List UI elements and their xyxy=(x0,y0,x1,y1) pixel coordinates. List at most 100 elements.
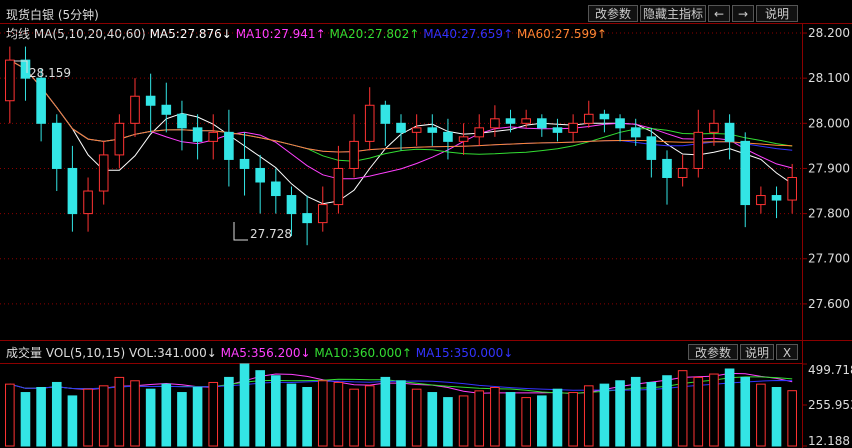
candle-body xyxy=(208,131,219,142)
volume-legend: 成交量 VOL(5,10,15) VOL:341.000↓ MA5:356.20… xyxy=(6,344,513,361)
vol-help-button[interactable]: 说明 xyxy=(740,344,774,360)
arrow-left-button[interactable]: ← xyxy=(708,5,730,22)
volume-bar xyxy=(224,376,234,447)
price-tick-label: 27.700 xyxy=(808,252,850,266)
chart-frame xyxy=(0,23,852,448)
volume-bars xyxy=(5,363,797,447)
candle-body xyxy=(740,140,751,206)
candle-body xyxy=(83,190,93,215)
candle-body xyxy=(286,195,297,215)
low-annotation: 27.728 xyxy=(233,222,292,241)
candle-body xyxy=(130,95,140,124)
candle-body xyxy=(411,127,422,133)
candle-body xyxy=(5,59,15,102)
volume-bar xyxy=(474,390,485,447)
volume-bar xyxy=(662,375,672,447)
candle-body xyxy=(36,77,46,124)
candle-body xyxy=(380,104,391,124)
vol-change-params-button[interactable]: 改参数 xyxy=(688,344,738,360)
volume-bar xyxy=(521,397,531,447)
price-tick-label: 27.800 xyxy=(808,207,850,221)
volume-legend-label: 成交量 xyxy=(6,346,43,360)
volume-bar xyxy=(677,370,688,447)
volume-bar xyxy=(98,385,109,447)
candle-body xyxy=(724,122,735,142)
high-annotation: 28.159 xyxy=(14,60,71,80)
volume-bar xyxy=(411,388,422,447)
candle-body xyxy=(302,213,312,224)
candle-body xyxy=(20,59,31,79)
candle-body xyxy=(114,122,125,156)
volume-bar xyxy=(505,392,516,447)
candle-body xyxy=(67,167,78,215)
volume-bar xyxy=(317,380,328,447)
volume-bar xyxy=(615,380,625,447)
help-button[interactable]: 说明 xyxy=(756,5,798,22)
candle-body xyxy=(599,113,610,120)
volume-bar xyxy=(161,383,172,447)
vol-close-button[interactable]: X xyxy=(776,344,798,360)
volume-bar xyxy=(583,385,594,447)
vol-ma15-value: MA15:350.000↓ xyxy=(415,346,514,360)
volume-bar xyxy=(36,386,46,447)
volume-bar xyxy=(771,386,782,447)
ma10-value: MA10:27.941↑ xyxy=(235,27,326,41)
volume-bar xyxy=(302,386,312,447)
candle-body xyxy=(709,122,719,133)
candle-body xyxy=(458,136,469,142)
volume-bar xyxy=(458,395,469,447)
candles xyxy=(5,46,797,246)
change-params-button[interactable]: 改参数 xyxy=(588,5,638,22)
volume-bar xyxy=(51,381,62,447)
candle-body xyxy=(271,181,281,197)
candle-body xyxy=(192,127,203,142)
ma-legend-spec: MA(5,10,20,40,60) xyxy=(33,27,146,41)
volume-bar xyxy=(67,395,78,447)
volume-tick-label: 12.188 xyxy=(808,434,850,448)
volume-bar xyxy=(756,383,766,447)
volume-bar xyxy=(286,383,297,447)
volume-bar xyxy=(568,392,578,447)
volume-tick-label: 255.953 xyxy=(808,398,852,412)
candle-body xyxy=(490,118,500,129)
candle-body xyxy=(317,204,328,224)
volume-bar xyxy=(490,386,500,447)
candle-body xyxy=(615,118,625,129)
volume-bar xyxy=(537,395,547,447)
volume-bar xyxy=(208,381,219,447)
volume-bar xyxy=(255,370,265,447)
candle-body xyxy=(224,131,234,160)
volume-legend-spec: VOL(5,10,15) xyxy=(45,346,126,360)
price-tick-label: 27.900 xyxy=(808,161,850,175)
volume-bar xyxy=(427,392,438,447)
ma40-value: MA40:27.659↑ xyxy=(423,27,514,41)
low-label: 27.728 xyxy=(250,227,292,241)
volume-bar xyxy=(130,380,140,447)
candle-body xyxy=(568,122,578,133)
arrow-right-button[interactable]: → xyxy=(732,5,754,22)
candle-body xyxy=(349,140,359,169)
volume-bar xyxy=(20,392,31,447)
volume-bar xyxy=(646,381,657,447)
candle-body xyxy=(646,136,657,160)
price-tick-label: 28.200 xyxy=(808,26,850,40)
candle-body xyxy=(396,122,406,133)
candle-body xyxy=(521,118,531,124)
candle-body xyxy=(787,176,797,201)
volume-bar xyxy=(349,388,359,447)
volume-axis: 499.718 255.953 12.188 xyxy=(802,363,852,448)
volume-bar xyxy=(740,376,751,447)
candle-body xyxy=(662,158,672,178)
price-tick-label: 28.100 xyxy=(808,71,850,85)
vol-ma10-value: MA10:360.000↑ xyxy=(314,346,412,360)
candle-body xyxy=(255,167,265,183)
hide-main-indicator-button[interactable]: 隐藏主指标 xyxy=(640,5,706,22)
volume-bar xyxy=(693,376,704,447)
candle-body xyxy=(364,104,375,142)
candle-body xyxy=(756,195,766,206)
volume-bar xyxy=(380,376,391,447)
ma5-value: MA5:27.876↓ xyxy=(149,27,232,41)
candle-body xyxy=(145,95,156,106)
volume-bar xyxy=(443,397,453,447)
